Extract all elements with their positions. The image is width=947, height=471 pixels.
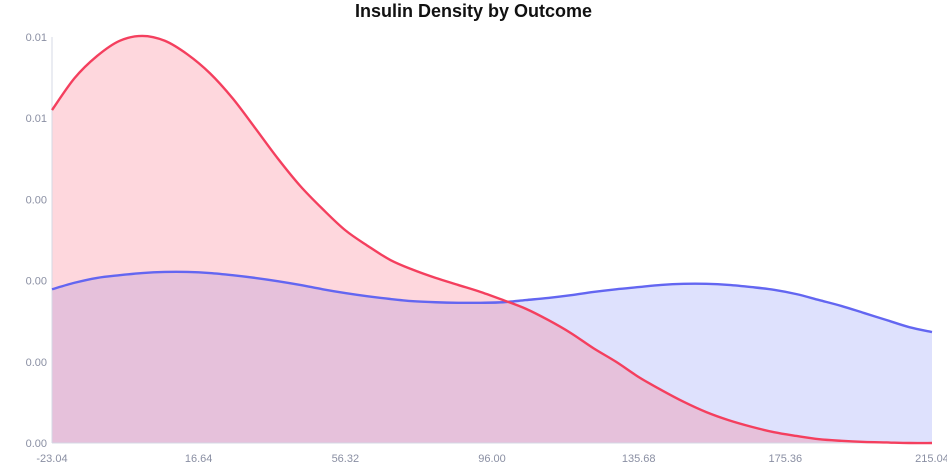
y-tick-label: 0.00 [26, 276, 47, 288]
series-0-area [52, 271, 932, 443]
x-tick-label: 135.68 [622, 453, 656, 465]
series-0-line [51, 270, 933, 334]
y-tick-label: 0.00 [26, 357, 47, 369]
y-tick-label: 0.00 [26, 438, 47, 450]
x-tick-label: -23.04 [36, 453, 67, 465]
x-tick-label: 175.36 [769, 453, 803, 465]
series-1-line [51, 34, 933, 445]
x-tick-label: 16.64 [185, 453, 213, 465]
x-tick-label: 56.32 [332, 453, 360, 465]
chart-title: Insulin Density by Outcome [354, 1, 593, 21]
y-tick-label: 0.01 [26, 32, 47, 44]
x-tick-label: 96.00 [478, 453, 506, 465]
y-tick-label: 0.00 [26, 194, 47, 206]
series-1-area [52, 35, 932, 444]
x-tick-label: 215.04 [915, 453, 947, 465]
y-tick-label: 0.01 [26, 113, 47, 125]
